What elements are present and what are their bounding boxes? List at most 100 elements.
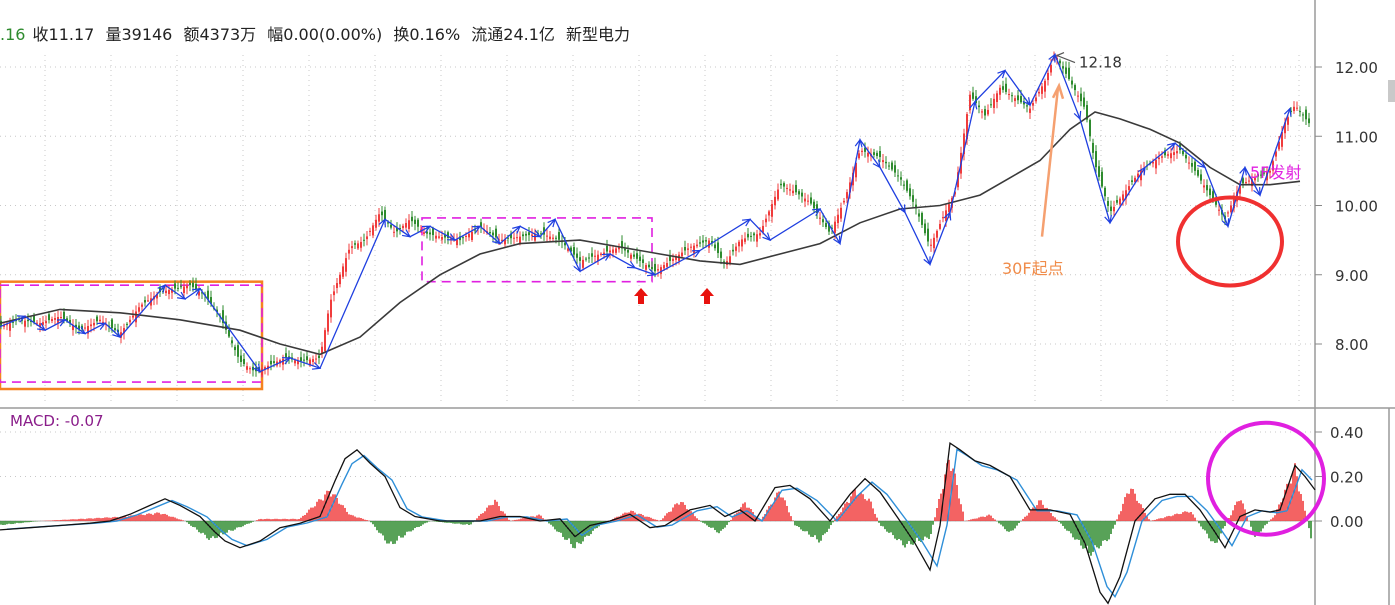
candle-body — [381, 211, 383, 216]
candle-body — [1116, 200, 1118, 203]
candle-body — [1191, 163, 1193, 167]
candle-body — [297, 360, 299, 365]
candle-body — [261, 368, 263, 376]
candle-body — [765, 218, 767, 223]
candle-body — [579, 257, 581, 261]
magenta-dashed-box — [421, 217, 653, 283]
candle-body — [1299, 111, 1301, 113]
candle-body — [312, 359, 314, 363]
candle-body — [609, 250, 611, 253]
candle-body — [906, 180, 908, 191]
candle-body — [9, 323, 11, 331]
candle-body — [1182, 150, 1184, 155]
candle-body — [1155, 159, 1157, 169]
candle-body — [342, 266, 344, 277]
candle-body — [708, 240, 710, 248]
candle-body — [1125, 190, 1127, 199]
candle-body — [831, 227, 833, 229]
candle-body — [1008, 94, 1010, 96]
candle-body — [684, 246, 686, 251]
candle-body — [1218, 209, 1220, 211]
candle-body — [1206, 185, 1208, 191]
candle-body — [438, 236, 440, 238]
zigzag-arrowhead — [157, 284, 166, 294]
candle-body — [345, 258, 347, 272]
zigzag-arrowhead — [492, 236, 502, 245]
candle-body — [738, 241, 740, 247]
candle-body — [1227, 212, 1229, 214]
candle-body — [576, 253, 578, 258]
candle-body — [675, 256, 677, 260]
price-tick-label: 11.00 — [1335, 128, 1378, 146]
zigzag-arrowhead — [601, 253, 612, 261]
candle-body — [1020, 96, 1022, 103]
zigzag-arrowhead — [1197, 159, 1207, 169]
candle-body — [597, 254, 599, 262]
candle-body — [1023, 102, 1025, 105]
candle-body — [990, 104, 992, 106]
candle-body — [573, 247, 575, 255]
candle-body — [1101, 171, 1103, 187]
zigzag-arrowhead — [573, 263, 581, 273]
candle-body — [99, 319, 101, 322]
zigzag-arrowhead — [1104, 214, 1112, 225]
zigzag-arrowheads — [16, 53, 1292, 373]
candle-body — [900, 177, 902, 180]
candle-body — [90, 324, 92, 327]
candle-body — [180, 286, 182, 288]
candle-body — [513, 237, 515, 239]
candle-body — [462, 237, 464, 239]
candle-body — [567, 248, 569, 251]
candle-body — [1119, 198, 1121, 205]
zigzag-arrowhead — [923, 256, 931, 266]
zigzag-arrowhead — [1253, 187, 1261, 197]
price-candles — [0, 51, 1310, 378]
candle-body — [1044, 80, 1046, 92]
candle-body — [402, 225, 404, 229]
candle-body — [189, 282, 191, 286]
candle-body — [1203, 185, 1205, 188]
candle-body — [144, 300, 146, 303]
candle-body — [933, 237, 935, 249]
candle-body — [552, 237, 554, 239]
candle-body — [225, 321, 227, 330]
candle-body — [1263, 172, 1265, 174]
zigzag-arrowhead — [898, 204, 906, 214]
candle-body — [1026, 105, 1028, 107]
candle-body — [318, 355, 320, 359]
candle-body — [396, 227, 398, 232]
candle-body — [1059, 60, 1061, 64]
macd-tick-label: 0.20 — [1330, 469, 1363, 487]
candle-body — [591, 253, 593, 257]
candle-body — [69, 319, 71, 324]
candle-body — [354, 243, 356, 245]
scrollbar-handle[interactable] — [1388, 80, 1395, 102]
candle-body — [846, 192, 848, 199]
candle-body — [549, 236, 551, 239]
candle-body — [27, 319, 29, 322]
candle-body — [1098, 166, 1100, 177]
candle-body — [30, 321, 32, 323]
macd-tick-label: 0.00 — [1330, 513, 1363, 531]
candle-body — [987, 109, 989, 115]
candle-body — [114, 328, 116, 331]
candle-body — [891, 162, 893, 170]
candle-body — [54, 318, 56, 320]
candle-body — [243, 358, 245, 365]
candle-body — [177, 287, 179, 289]
candle-body — [273, 361, 275, 363]
candle-body — [465, 235, 467, 237]
candle-body — [420, 229, 422, 231]
candle-body — [804, 198, 806, 202]
candle-body — [633, 254, 635, 257]
price-axis-ticks: 12.00 11.00 10.00 9.00 8.00 — [1315, 59, 1378, 354]
quote-change: 幅0.00(0.00%) — [267, 25, 382, 44]
candle-body — [732, 249, 734, 252]
candle-body — [924, 223, 926, 234]
candle-body — [663, 265, 665, 269]
candle-body — [966, 114, 968, 140]
candle-body — [132, 315, 134, 318]
candle-body — [570, 247, 572, 252]
candle-body — [948, 204, 950, 212]
quote-turnover: 换0.16% — [393, 25, 460, 44]
